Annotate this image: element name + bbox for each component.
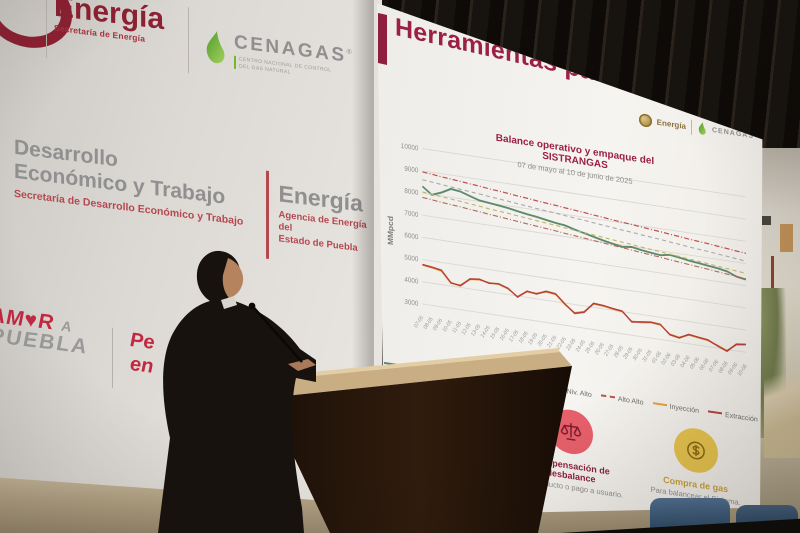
podium (250, 348, 572, 533)
series-Extracción (422, 263, 746, 353)
y-tick-label: 7000 (404, 210, 418, 219)
photo-post (771, 256, 774, 314)
x-tick-label: 24-05 (575, 339, 587, 354)
x-tick-label: 22-05 (556, 336, 568, 351)
x-tick-label: 15-05 (489, 326, 501, 341)
series-Alto Alto (422, 171, 746, 254)
series-Bajo Bajo (422, 196, 746, 280)
photo-window (762, 216, 771, 225)
gridline (422, 170, 746, 220)
y-axis-label: MMpcd (386, 215, 394, 245)
scales-icon (560, 422, 582, 441)
x-tick-label: 11-05 (451, 320, 463, 335)
gridline (422, 303, 746, 353)
x-tick-label: 08-06 (718, 360, 730, 375)
gridline (422, 281, 746, 331)
y-tick-label: 9000 (404, 165, 418, 174)
tool-compensacion: Compensación de desbalance Pago a ducto … (515, 401, 628, 510)
coin-badge (673, 425, 718, 476)
x-tick-label: 09-05 (432, 318, 444, 333)
x-tick-label: 23-05 (565, 337, 577, 352)
x-tick-label: 07-06 (708, 359, 720, 374)
gridline (422, 259, 746, 309)
y-tick-label: 4000 (404, 276, 418, 285)
gridline (422, 214, 746, 264)
gridline (422, 148, 746, 198)
speaker-body (158, 250, 316, 533)
y-tick-label: 10000 (401, 143, 419, 153)
x-tick-label: 02-06 (661, 352, 673, 367)
y-tick-label: 6000 (404, 232, 418, 241)
cenagas-logo: CENAGAS® CENTRO NACIONAL DE CONTROL DEL … (202, 29, 352, 84)
facility-photo (756, 148, 800, 510)
tool-compra: Compra de gas Para balancear el Sistema. (639, 420, 752, 515)
x-tick-label: 30-05 (632, 347, 644, 362)
y-tick-label: 8000 (404, 188, 418, 197)
x-tick-label: 18-05 (518, 330, 530, 345)
x-tick-label: 14-05 (480, 325, 492, 340)
speaker-silhouette (158, 250, 316, 533)
photo-path (764, 338, 800, 458)
x-tick-label: 10-06 (737, 363, 749, 378)
podium-ledge (252, 352, 572, 398)
x-tick-label: 20-05 (537, 333, 549, 348)
series-Niv. Bajo (422, 191, 746, 274)
cenagas-flame-icon (206, 31, 225, 64)
speaker-collar (221, 296, 237, 309)
cenagas-flame-icon (698, 122, 706, 135)
x-tick-label: 10-05 (442, 319, 454, 334)
y-tick-label: 5000 (404, 254, 418, 263)
x-tick-label: 03-06 (670, 353, 682, 368)
x-tick-label: 28-05 (613, 345, 625, 360)
x-tick-label: 08-05 (423, 316, 435, 331)
scales-badge (549, 406, 593, 458)
x-tick-label: 13-05 (470, 323, 482, 338)
microphone (248, 302, 303, 363)
x-tick-label: 21-05 (546, 335, 558, 350)
x-tick-label: 31-05 (642, 349, 654, 364)
speaker-hand (288, 359, 316, 371)
gridline (422, 236, 746, 287)
series-Empaque (421, 185, 747, 281)
x-tick-label: 19-05 (527, 332, 539, 347)
x-tick-label: 16-05 (499, 327, 511, 342)
x-tick-label: 26-05 (594, 342, 606, 357)
microphone-capsule (248, 302, 256, 310)
x-tick-label: 17-05 (508, 329, 520, 344)
x-tick-label: 25-05 (584, 340, 596, 355)
x-tick-label: 01-06 (651, 350, 663, 365)
x-tick-label: 29-05 (623, 346, 635, 361)
slide-logos: Energía CENAGAS (638, 112, 754, 144)
x-tick-label: 05-06 (689, 356, 701, 371)
x-tick-label: 04-06 (680, 354, 692, 369)
series-Niv. Alto (422, 179, 746, 262)
gridline (422, 192, 746, 242)
x-tick-label: 07-05 (413, 315, 425, 330)
x-tick-label: 09-06 (727, 362, 739, 377)
balance-chart: 3000 4000 5000 6000 7000 8000 9000 10000 MMpcd 07… (386, 143, 749, 378)
podium-body (266, 366, 572, 533)
photo-door (780, 224, 793, 252)
x-tick-label: 27-05 (604, 343, 616, 358)
x-tick-label: 06-06 (699, 357, 711, 372)
podium-ledge-highlight (250, 348, 560, 382)
coin-icon (686, 441, 705, 460)
y-tick-label: 3000 (404, 299, 418, 308)
speaker-face (222, 258, 244, 298)
x-tick-label: 12-05 (461, 322, 473, 337)
microphone-arm (253, 307, 303, 363)
